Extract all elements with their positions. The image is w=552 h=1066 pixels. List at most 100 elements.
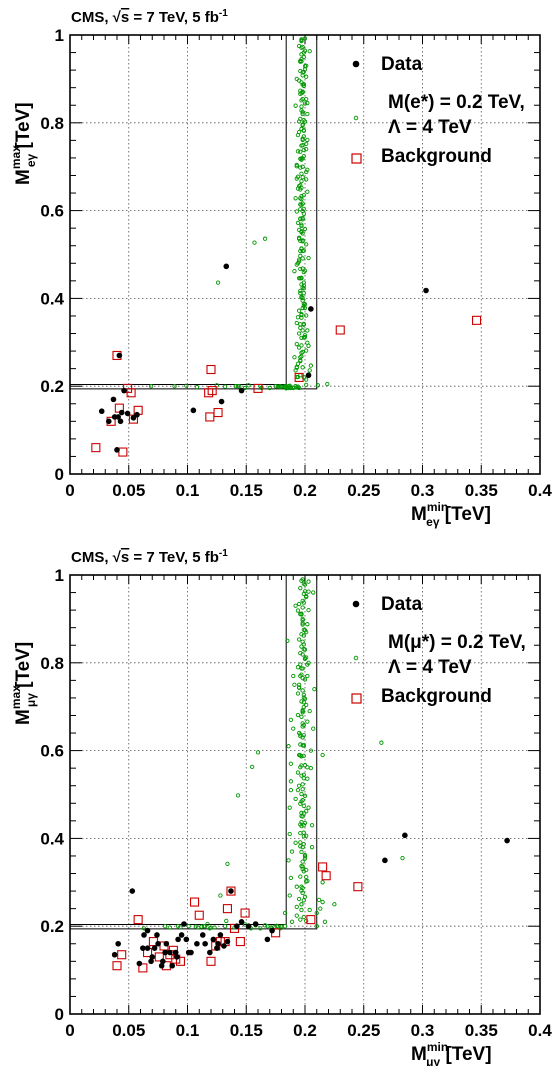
- signal-point: [298, 917, 303, 922]
- signal-point: [289, 849, 295, 854]
- signal-point: [301, 269, 306, 275]
- y-title-main: M: [13, 709, 34, 725]
- signal-point: [300, 688, 305, 693]
- signal-point: [314, 924, 319, 929]
- signal-point: [306, 343, 311, 348]
- y-tick-label: 0.6: [40, 202, 64, 221]
- signal-point: [296, 783, 302, 788]
- signal-point: [304, 177, 309, 182]
- signal-point: [305, 719, 310, 724]
- signal-point: [301, 335, 306, 340]
- signal-point: [222, 384, 228, 389]
- signal-point: [296, 685, 302, 690]
- signal-point: [294, 341, 299, 347]
- data-point: [178, 932, 185, 938]
- x-title-main: M: [411, 1044, 427, 1065]
- data-point: [269, 927, 275, 934]
- signal-point: [320, 880, 325, 885]
- data-point: [124, 410, 131, 417]
- legend-signal-label-line2: Λ = 4 TeV: [388, 117, 472, 138]
- signal-point: [304, 348, 309, 353]
- x-tick-label: 0.3: [411, 481, 435, 500]
- signal-point: [379, 740, 384, 745]
- background-point: [194, 910, 204, 920]
- signal-point: [301, 898, 306, 903]
- signal-point: [296, 257, 302, 262]
- signal-point: [286, 858, 291, 863]
- signal-point: [299, 644, 304, 649]
- signal-point: [298, 822, 303, 827]
- x-tick-label: 0: [65, 481, 74, 500]
- signal-point: [215, 280, 221, 285]
- x-tick-label: 0.1: [176, 1021, 200, 1040]
- signal-point: [294, 164, 299, 169]
- y-tick-label: 0: [55, 1005, 64, 1024]
- signal-point: [294, 884, 299, 889]
- header-exponent: -1: [219, 548, 228, 559]
- signal-point: [292, 355, 297, 360]
- window-outer-edge: [70, 575, 318, 930]
- signal-point: [302, 854, 308, 859]
- data-point: [252, 921, 259, 927]
- data-point: [423, 287, 429, 294]
- y-tick-label: 0.6: [40, 742, 64, 761]
- signal-point: [299, 611, 304, 616]
- background-point: [205, 412, 215, 422]
- signal-point: [301, 54, 306, 60]
- signal-point: [309, 823, 315, 828]
- y-tick-label: 0.8: [40, 654, 64, 673]
- signal-point: [305, 100, 310, 106]
- signal-point: [306, 607, 311, 613]
- signal-point: [298, 202, 303, 207]
- signal-point: [301, 303, 306, 309]
- signal-point: [287, 893, 292, 898]
- signal-point: [301, 375, 306, 380]
- signal-point: [225, 861, 230, 867]
- x-tick-label: 0.2: [293, 1021, 317, 1040]
- signal-point: [304, 377, 309, 382]
- y-title-superscript: max: [9, 685, 23, 709]
- signal-point: [299, 754, 304, 759]
- signal-point: [299, 193, 304, 199]
- signal-point: [307, 49, 312, 54]
- signal-point: [320, 899, 325, 905]
- signal-point: [302, 582, 308, 587]
- data-point: [163, 940, 170, 947]
- signal-point: [295, 608, 301, 613]
- data-point: [111, 951, 118, 958]
- header-sqrt: √: [113, 9, 122, 26]
- data-point: [160, 958, 166, 965]
- signal-point: [287, 831, 292, 837]
- signal-point: [300, 616, 305, 622]
- signal-point: [255, 750, 261, 755]
- signal-point: [304, 809, 309, 814]
- signal-point: [300, 328, 305, 333]
- signal-point: [306, 579, 311, 584]
- signal-point: [295, 787, 301, 793]
- signal-point: [299, 171, 304, 176]
- signal-point: [301, 753, 306, 759]
- data-point: [149, 954, 156, 960]
- signal-point: [304, 382, 309, 388]
- signal-point: [305, 765, 310, 770]
- signal-point: [306, 589, 311, 594]
- signal-point: [304, 74, 309, 79]
- x-tick-label: 0.05: [112, 1021, 145, 1040]
- signal-point: [218, 893, 223, 898]
- signal-point: [301, 776, 306, 781]
- x-tick-label: 0.3: [411, 1021, 435, 1040]
- background-point: [306, 915, 316, 925]
- data-point: [115, 414, 121, 420]
- signal-point: [308, 766, 314, 771]
- data-point: [136, 960, 143, 967]
- data-point: [114, 447, 120, 453]
- signal-point: [308, 748, 314, 753]
- signal-point: [299, 907, 304, 913]
- signal-point: [322, 919, 328, 924]
- x-title-unit: [TeV]: [440, 1044, 491, 1065]
- signal-point: [302, 628, 308, 633]
- signal-point: [294, 320, 299, 326]
- signal-point: [282, 910, 288, 916]
- background-point: [118, 447, 128, 457]
- signal-point: [294, 162, 299, 168]
